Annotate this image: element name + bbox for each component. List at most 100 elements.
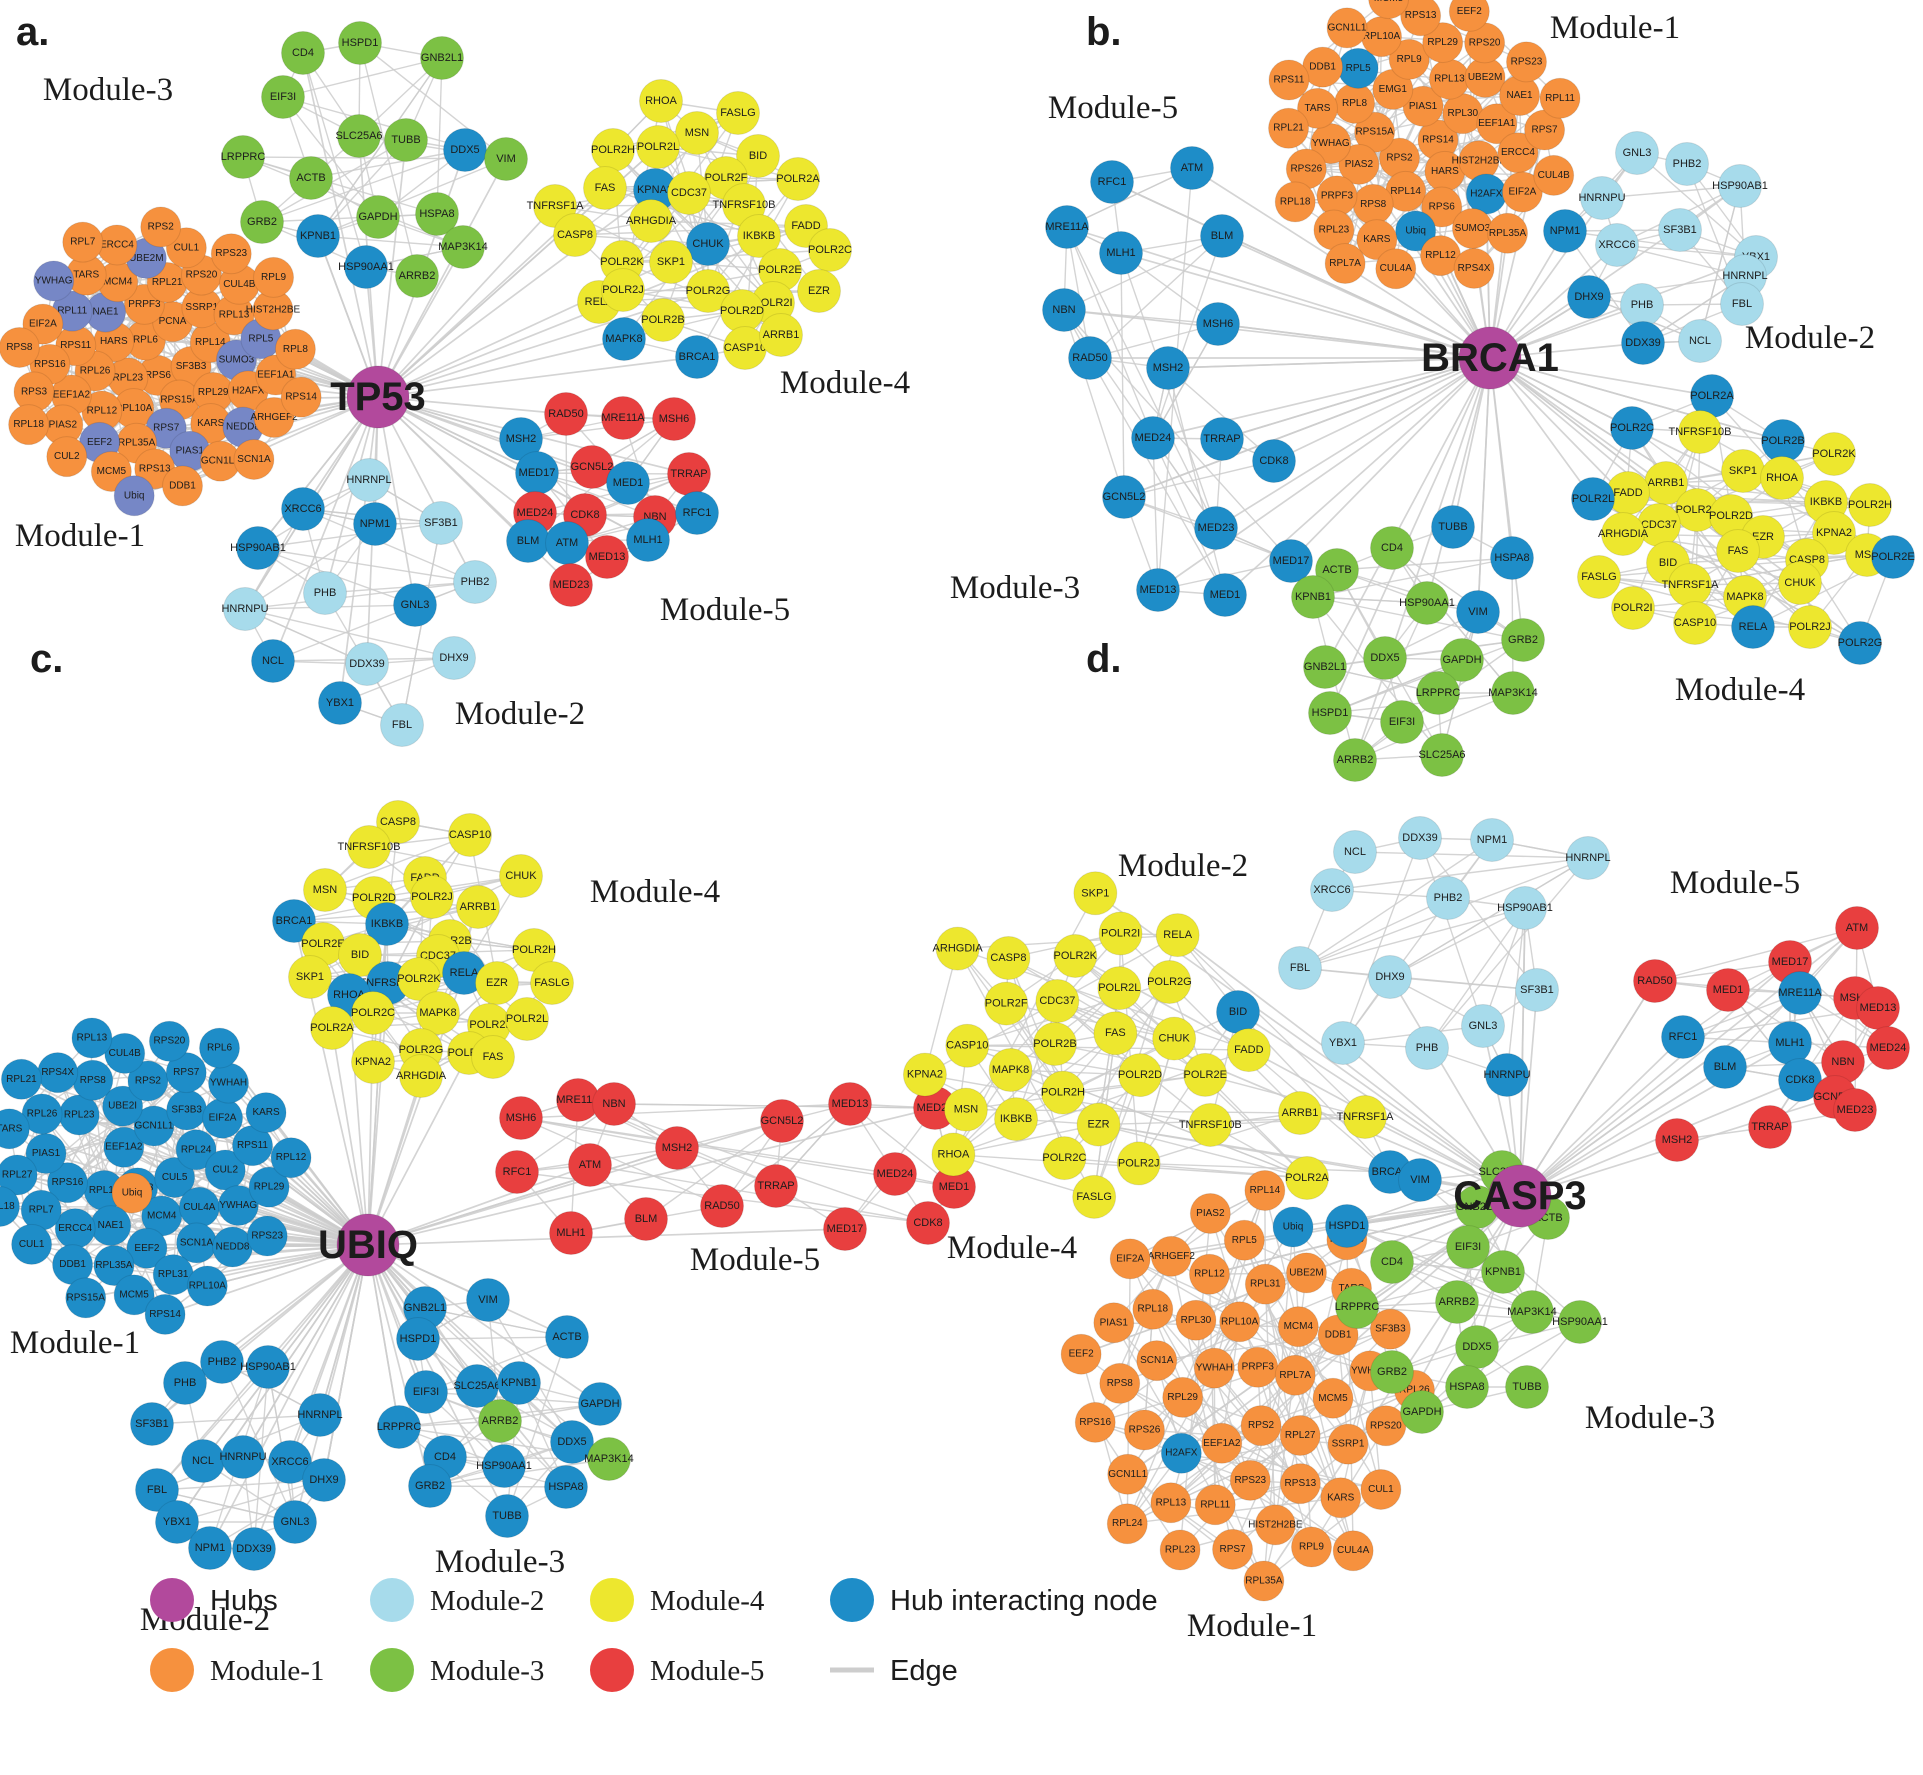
node-label: ATM [1181, 162, 1203, 174]
node-npm1 [188, 1526, 232, 1570]
module-label: Module-4 [1675, 672, 1805, 708]
node-label: XRCC6 [271, 1456, 308, 1468]
node-label: POLR2I [1613, 602, 1652, 614]
edge [1138, 1038, 1175, 1164]
edge [953, 1153, 1095, 1198]
node-label: Ubiq [1405, 225, 1426, 236]
node-label: RPL29 [1167, 1392, 1198, 1403]
node-polr2l [505, 997, 549, 1041]
edge [1177, 934, 1521, 1197]
edge [1063, 309, 1125, 498]
node-label: PHB2 [461, 576, 490, 588]
node-label: CUL2 [212, 1165, 238, 1176]
node-label: NPM1 [360, 518, 391, 530]
node-label: RPS11 [237, 1140, 268, 1151]
edge [1224, 357, 1491, 596]
node-label: FADD [791, 220, 820, 232]
node-gcn5l2 [570, 445, 614, 489]
node-label: RPL26 [80, 366, 111, 377]
edge [367, 1147, 678, 1246]
node-label: NPM1 [1550, 225, 1581, 237]
node-label: CHUK [505, 870, 537, 882]
node-label: PIAS2 [1345, 159, 1374, 170]
edge [662, 112, 739, 321]
edge [1324, 357, 1491, 668]
edge [1015, 1037, 1175, 1120]
edge [272, 396, 379, 662]
edge [324, 396, 379, 594]
node-label: TRRAP [757, 1180, 794, 1192]
node-label: RPL29 [198, 387, 229, 398]
node-label: CD4 [434, 1451, 456, 1463]
edge [317, 235, 464, 248]
node-label: TNFRSF1A [1337, 1111, 1395, 1123]
node-hnrnpl [298, 1393, 342, 1437]
node-label: ARHGEF2 [250, 412, 298, 423]
node-label: POLR2H [512, 944, 556, 956]
node-label: MED1 [1713, 984, 1744, 996]
hub-node [1488, 1164, 1552, 1228]
node-label: EZR [486, 977, 508, 989]
node-cul1 [1360, 1468, 1402, 1510]
node-label: MSH2 [662, 1142, 693, 1154]
node-label: YWHAH [1196, 1363, 1233, 1374]
edge [324, 581, 476, 594]
node-label: SUMO3 [219, 355, 255, 366]
edge [1066, 226, 1091, 359]
edge [1601, 185, 1741, 199]
edge [1329, 357, 1491, 714]
edge [1205, 1074, 1366, 1118]
node-label: RPL35A [118, 438, 156, 449]
node-label: HNRNPL [1722, 270, 1767, 282]
node-label: POLR2I [469, 1019, 508, 1031]
edge [1336, 569, 1479, 613]
node-label: GCN5L2 [1103, 491, 1146, 503]
node-label: LRPPRC [1335, 1301, 1380, 1313]
node-label: POLR2L [506, 1013, 548, 1025]
node-label: RPS7 [153, 423, 180, 434]
node-label: RPL12 [87, 406, 118, 417]
node-label: RPL35A [1245, 1575, 1283, 1586]
edge [1167, 357, 1491, 369]
node-label: RPS11 [1273, 74, 1304, 85]
node-gapdh [356, 195, 400, 239]
node-label: SCN1A [180, 1237, 214, 1248]
nodes: NCL DDX39 NPM1 HNRNPL XRCC6 PHB2 HSP90AB1 FBL DH… [902, 816, 1910, 1602]
node-hnrnpu [221, 1435, 265, 1479]
edge [953, 1123, 1099, 1156]
node-label: DDB1 [1325, 1329, 1352, 1340]
node-rpl18 [1274, 181, 1316, 223]
edge [242, 1244, 369, 1458]
module-label: Module-5 [690, 1242, 820, 1278]
node-label: PRPF3 [1242, 1362, 1275, 1373]
node-label: POLR2G [1147, 976, 1192, 988]
node-label: NBN [1831, 1056, 1854, 1068]
node-chuk [1778, 561, 1822, 605]
node-label: GCN5L2 [761, 1115, 804, 1127]
module-label: Module-3 [950, 570, 1080, 606]
node-hsp90ab1 [1718, 164, 1762, 208]
node-label: ARRB1 [1648, 477, 1685, 489]
edge [1699, 185, 1741, 342]
node-label: EIF2A [209, 1113, 237, 1124]
node-med24 [1866, 1026, 1910, 1070]
node-label: GAPDH [1442, 654, 1481, 666]
node-rpl18 [8, 404, 50, 446]
node-arrb1 [456, 885, 500, 929]
node-label: PIAS1 [176, 446, 205, 457]
node-hsp90aa1 [1405, 581, 1449, 625]
edge [367, 1244, 431, 1487]
hub-label: BRCA1 [1421, 336, 1559, 380]
node-label: MAPK8 [1726, 591, 1763, 603]
node-faslg [530, 961, 574, 1005]
node-arrb2 [478, 1399, 522, 1443]
node-label: IKBKB [371, 918, 403, 930]
edge [1074, 955, 1521, 1197]
node-phb [1405, 1026, 1449, 1070]
node-label: RPL13 [1156, 1497, 1187, 1508]
node-label: NAE1 [92, 307, 119, 318]
node-label: IKBKB [1000, 1113, 1032, 1125]
edge [1519, 980, 1656, 1197]
node-tubb [485, 1494, 529, 1538]
edge [339, 396, 379, 704]
